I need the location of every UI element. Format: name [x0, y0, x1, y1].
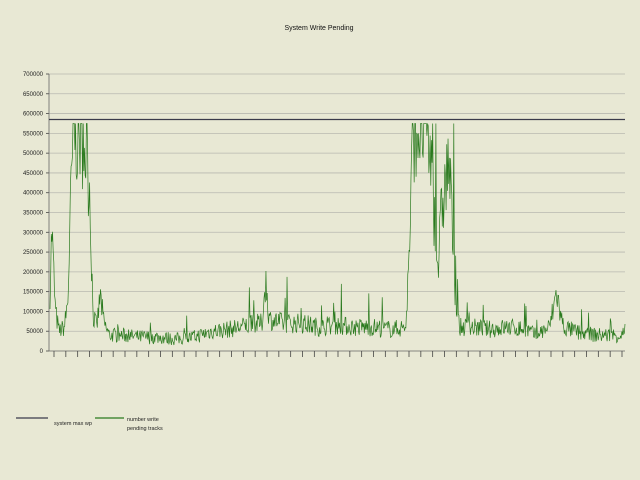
y-axis: 0 50000 100000 150000 200000 250000 300000 3500… — [23, 72, 50, 355]
y-tick-label: 150000 — [23, 290, 44, 296]
legend: system max wp number write pending track… — [16, 417, 163, 432]
y-tick-label: 100000 — [23, 309, 44, 315]
y-tick-label: 0 — [40, 349, 44, 355]
y-tick-label: 250000 — [23, 250, 44, 256]
chart-title: System Write Pending — [284, 25, 353, 32]
y-tick-label: 400000 — [23, 191, 44, 197]
y-tick-label: 450000 — [23, 171, 44, 177]
y-tick-label: 650000 — [23, 92, 44, 98]
series-line-number-write-pending-tracks — [49, 123, 626, 346]
y-tick-label: 600000 — [23, 112, 44, 118]
y-tick-label: 350000 — [23, 211, 44, 217]
y-tick-label: 300000 — [23, 230, 44, 236]
gridlines — [49, 73, 625, 352]
y-tick-label: 700000 — [23, 72, 44, 78]
y-tick-label: 550000 — [23, 131, 44, 137]
legend-label-system-max-wp: system max wp — [54, 421, 92, 427]
y-tick-label: 200000 — [23, 270, 44, 276]
y-tick-label: 50000 — [26, 329, 43, 335]
legend-label-line-2: pending tracks — [127, 426, 163, 432]
x-axis — [53, 351, 623, 357]
legend-label-line-1: number write — [127, 417, 159, 423]
y-tick-label: 500000 — [23, 151, 44, 157]
